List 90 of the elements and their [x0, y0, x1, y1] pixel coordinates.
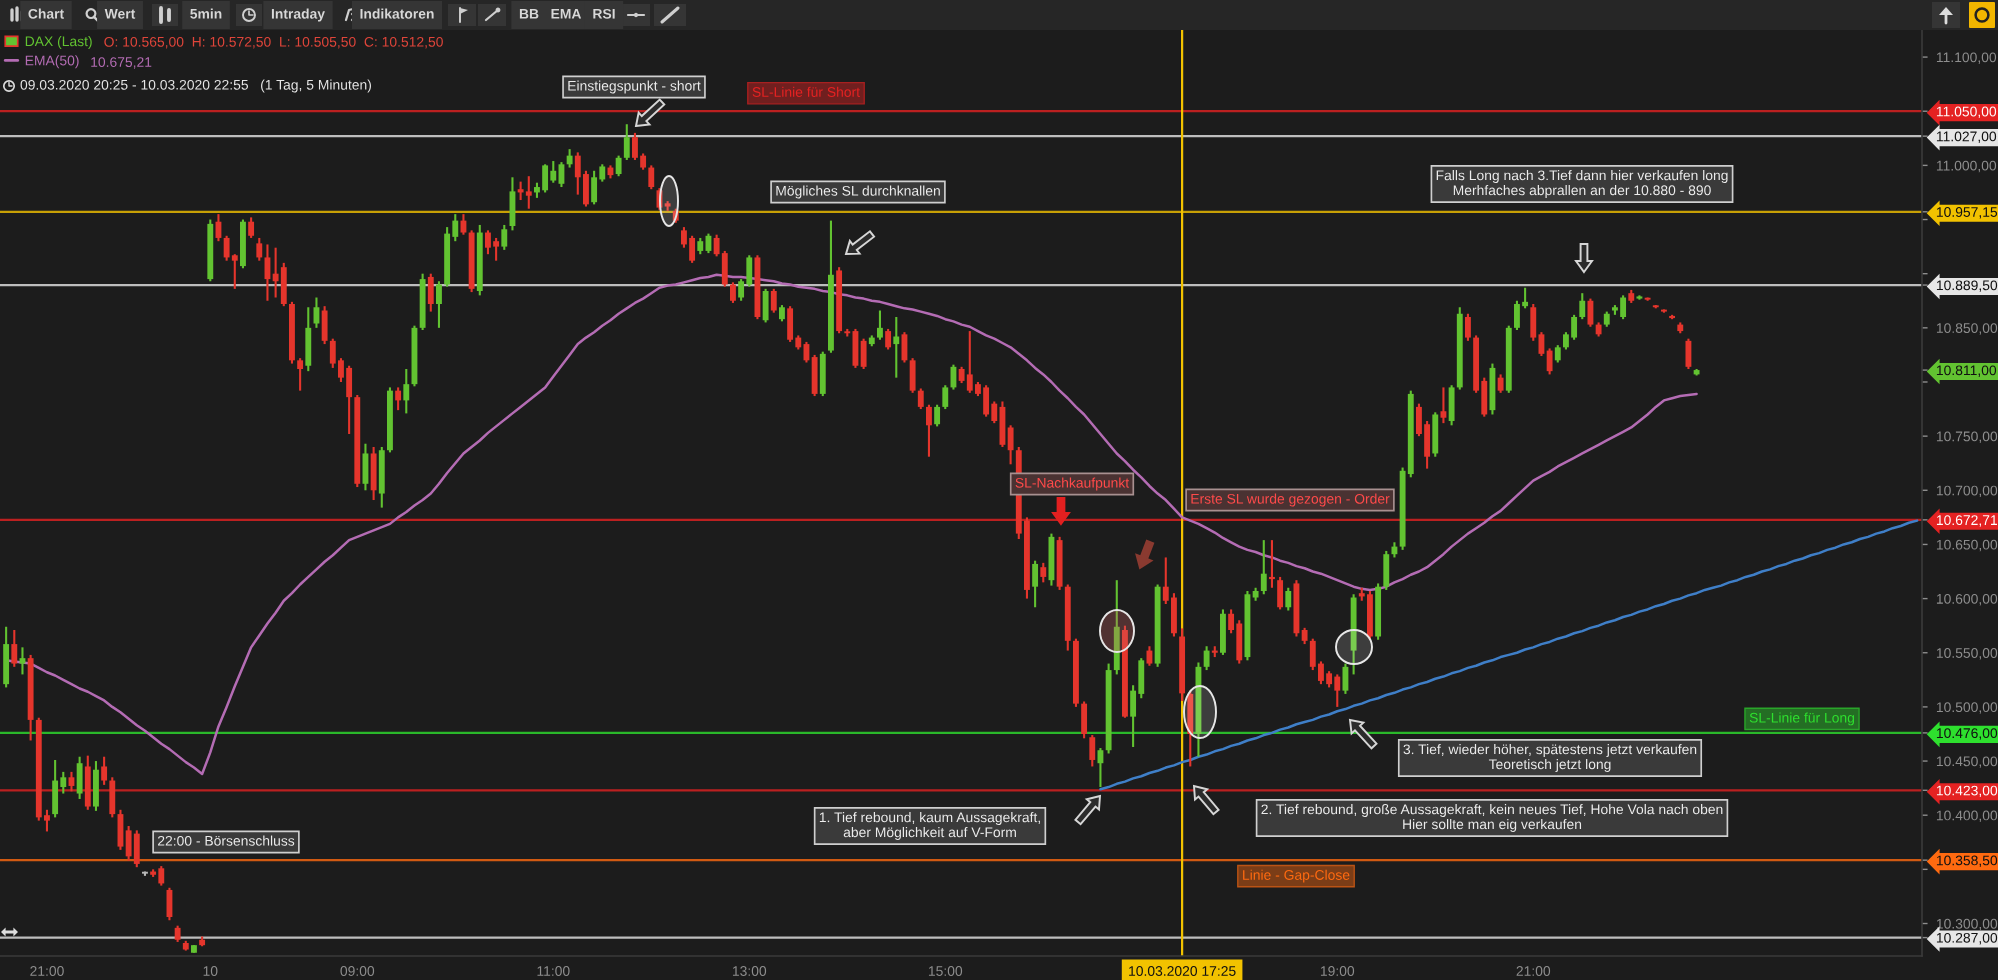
line-series — [1099, 519, 1919, 791]
candlestick — [1081, 700, 1088, 740]
candlestick — [101, 755, 108, 786]
candlestick — [109, 776, 116, 819]
candlestick — [689, 234, 696, 264]
candlestick — [493, 236, 500, 262]
candlestick — [574, 151, 581, 196]
candlestick — [1260, 539, 1267, 596]
candlestick — [591, 169, 598, 206]
candlestick — [1334, 673, 1341, 708]
candlestick — [1236, 619, 1243, 665]
candlestick — [934, 403, 941, 428]
candlestick — [787, 305, 794, 343]
candlestick — [52, 758, 59, 819]
candlestick — [1383, 549, 1390, 591]
candlestick — [501, 223, 508, 251]
candlestick — [1113, 579, 1120, 676]
candlestick — [1497, 373, 1504, 394]
candlestick — [1448, 384, 1455, 427]
candlestick — [158, 865, 165, 887]
candlestick — [240, 218, 246, 270]
candlestick — [1040, 561, 1047, 584]
candlestick — [305, 306, 312, 373]
candlestick — [542, 163, 549, 194]
candlestick — [1203, 645, 1210, 672]
candlestick — [1056, 535, 1063, 591]
candlestick — [1620, 294, 1627, 321]
candlestick — [1187, 689, 1194, 768]
candlestick — [280, 261, 287, 308]
candlestick — [860, 337, 867, 371]
candlestick — [926, 403, 932, 458]
candlestick — [1587, 297, 1594, 328]
candlestick — [272, 246, 279, 299]
candlestick — [256, 236, 263, 262]
candlestick — [76, 755, 83, 800]
candlestick — [1220, 608, 1226, 656]
line-series — [4, 273, 1698, 776]
candlestick — [1685, 337, 1692, 371]
candlestick — [1089, 734, 1096, 768]
candlestick — [370, 445, 377, 502]
candlestick — [84, 754, 91, 811]
candlestick — [517, 180, 524, 202]
candlestick — [877, 309, 883, 341]
candlestick — [378, 445, 385, 509]
candlestick — [395, 386, 402, 412]
candlestick — [1032, 559, 1039, 609]
candlestick — [623, 123, 630, 161]
candlestick — [566, 148, 573, 169]
candlestick — [819, 350, 826, 398]
candlestick — [19, 646, 26, 676]
candlestick — [983, 384, 990, 418]
candlestick — [917, 387, 924, 411]
candlestick — [485, 229, 491, 256]
candlestick — [1489, 362, 1496, 416]
candlestick — [93, 760, 99, 812]
candlestick — [770, 287, 777, 314]
candlestick — [427, 272, 434, 313]
candlestick — [1465, 312, 1471, 342]
candlestick — [321, 305, 328, 346]
candlestick — [632, 131, 638, 161]
candlestick — [615, 154, 622, 178]
candlestick — [346, 364, 353, 436]
candlestick — [1579, 292, 1586, 321]
candlestick — [1277, 575, 1284, 611]
candlestick — [248, 216, 255, 239]
candlestick — [223, 234, 230, 262]
candlestick — [1440, 386, 1447, 425]
candlestick — [525, 175, 532, 210]
candlestick — [1367, 589, 1373, 641]
candlestick — [1171, 592, 1177, 638]
candlestick — [966, 330, 973, 394]
candlestick — [297, 357, 304, 392]
candlestick — [730, 281, 736, 304]
candlestick — [648, 164, 655, 191]
candlestick — [893, 315, 900, 379]
candlestick — [1285, 586, 1292, 612]
candlestick — [550, 160, 557, 184]
candlestick — [3, 625, 10, 689]
candlestick — [885, 327, 892, 351]
candlestick — [1571, 313, 1578, 341]
candlestick — [133, 829, 140, 869]
candlestick — [942, 384, 949, 411]
candlestick — [403, 367, 410, 415]
candlestick — [436, 280, 442, 329]
candlestick — [11, 628, 18, 668]
candlestick — [1514, 299, 1520, 332]
candlestick — [762, 287, 769, 324]
candlestick — [1432, 411, 1439, 458]
candlestick — [1269, 539, 1275, 589]
candlestick — [909, 357, 916, 394]
